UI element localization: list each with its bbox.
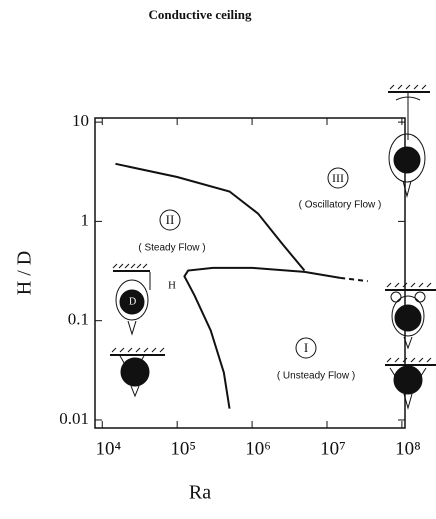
y-tick-label: 0.1	[68, 310, 89, 329]
schematics: H D	[110, 84, 436, 410]
region-circle	[327, 167, 349, 189]
region-desc: ( Oscillatory Flow )	[299, 200, 382, 211]
region-desc: ( Steady Flow )	[138, 243, 205, 254]
region-label: III	[332, 171, 344, 185]
boundary-line	[340, 276, 368, 283]
boundary-line	[183, 266, 341, 409]
region-label: II	[166, 212, 175, 227]
x-tick-label: 10⁸	[395, 438, 421, 459]
h-label: H	[168, 280, 176, 292]
region-circle	[159, 209, 181, 231]
boundary-line	[115, 162, 306, 272]
x-tick-label: 10⁵	[170, 438, 196, 459]
x-tick-label: 10⁷	[320, 438, 346, 459]
x-axis-label: Ra	[189, 482, 211, 504]
region-labels: II ( Steady Flow ) III ( Oscillatory Flo…	[138, 167, 382, 382]
y-tick-label: 0.01	[59, 409, 89, 428]
plot-frame	[94, 117, 406, 429]
region-desc: ( Unsteady Flow )	[277, 371, 355, 382]
x-tick-label: 10⁶	[245, 438, 271, 459]
y-axis-label: H / D	[14, 251, 36, 295]
chart-title: Conductive ceiling	[149, 7, 252, 22]
region-circle	[295, 337, 317, 359]
y-tick-label: 10	[72, 111, 89, 130]
x-tick-label: 10⁴	[95, 438, 121, 459]
y-tick-label: 1	[81, 210, 90, 229]
region-label: I	[304, 340, 308, 355]
d-label: D	[129, 296, 136, 307]
